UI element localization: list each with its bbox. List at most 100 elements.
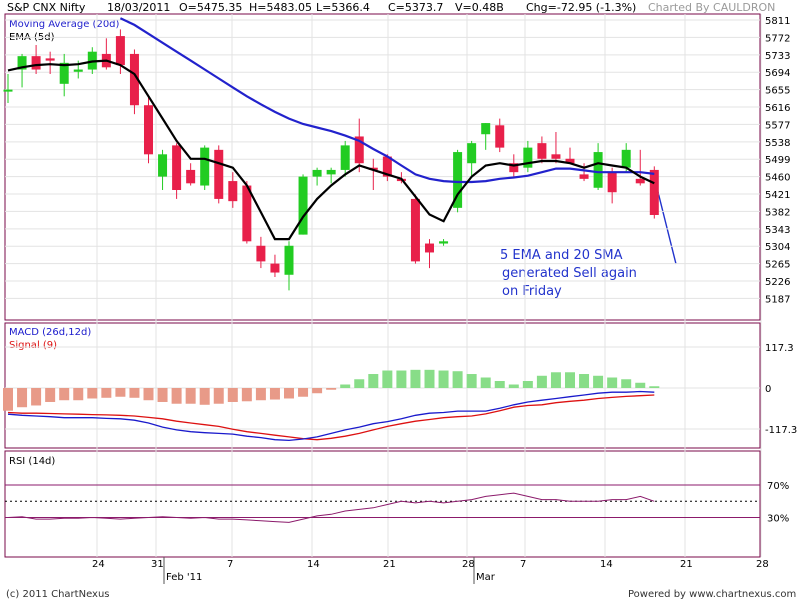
macd-histogram-bar	[340, 384, 351, 388]
candle-down	[607, 172, 617, 193]
candle-down	[214, 149, 224, 199]
macd-histogram-bar	[522, 381, 533, 388]
macd-tick-label: 0	[765, 384, 771, 395]
grid-layer	[5, 14, 762, 557]
candle-down	[565, 158, 575, 164]
macd-histogram-bar	[199, 388, 210, 405]
macd-histogram-bar	[649, 386, 660, 388]
macd-histogram-bar	[213, 388, 224, 404]
candle-down	[115, 36, 125, 66]
candle-down	[410, 198, 420, 262]
macd-histogram-bar	[255, 388, 266, 401]
macd-histogram-bar	[466, 374, 477, 388]
price-tick-label: 5772	[765, 33, 790, 44]
x-tick-label: 21	[383, 559, 396, 570]
macd-tick-label: 117.3	[765, 343, 794, 354]
candle-down	[45, 58, 55, 61]
macd-histogram-bar	[171, 388, 182, 404]
macd-histogram-bar	[185, 388, 196, 404]
macd-histogram-bar	[227, 388, 238, 402]
macd-histogram-bar	[508, 384, 519, 388]
macd-histogram-bar	[550, 372, 561, 388]
macd-line	[7, 390, 655, 442]
candle-up	[593, 152, 603, 188]
macd-tick-label: -117.3	[765, 425, 797, 436]
x-tick-label: 28	[462, 559, 475, 570]
rsi-line	[7, 492, 655, 523]
macd-layer	[3, 369, 660, 442]
price-tick-label: 5694	[765, 68, 790, 79]
macd-histogram-bar	[593, 375, 604, 388]
macd-histogram-bar	[298, 388, 309, 397]
candle-up	[453, 152, 463, 208]
x-tick-label: 28	[756, 559, 769, 570]
header-charted-by: Charted By CAULDRON	[648, 1, 775, 14]
price-tick-label: 5733	[765, 51, 790, 62]
price-tick-label: 5304	[765, 242, 790, 253]
price-tick-label: 5226	[765, 277, 790, 288]
candle-up	[326, 169, 336, 175]
x-tick-label: 21	[680, 559, 693, 570]
annotation-line-1: 5 EMA and 20 SMA	[500, 248, 623, 263]
candle-up	[3, 89, 13, 92]
candle-up	[158, 154, 168, 177]
x-tick-label: 14	[600, 559, 613, 570]
candle-up	[621, 149, 631, 168]
signal-line	[7, 394, 655, 441]
candle-down	[495, 125, 505, 148]
price-panel-frame	[4, 13, 761, 321]
candle-down	[172, 145, 182, 190]
macd-histogram-bar	[438, 370, 449, 388]
macd-histogram-bar	[3, 388, 13, 411]
macd-histogram-bar	[17, 388, 28, 408]
legend-sma: Moving Average (20d)	[9, 19, 120, 30]
axis-label-layer: 5811 5772 5733 5694 5655 5616 5577 5538 5499 5460…	[92, 16, 797, 584]
footer-copyright: (c) 2011 ChartNexus	[6, 589, 110, 600]
macd-histogram-bar	[101, 388, 112, 398]
x-tick-label: 14	[307, 559, 320, 570]
candle-down	[354, 136, 364, 164]
macd-histogram-bar	[452, 371, 463, 388]
rsi-tick-label: 70%	[767, 481, 789, 492]
macd-histogram-bar	[157, 388, 168, 402]
header-open: O=5475.35	[179, 1, 242, 14]
x-tick-label: 7	[227, 559, 233, 570]
candle-down	[537, 143, 547, 159]
price-tick-label: 5538	[765, 138, 790, 149]
price-layer	[3, 17, 659, 291]
header-close: C=5373.7	[388, 1, 443, 14]
macd-histogram-bar	[143, 388, 154, 401]
rsi-panel-frame	[4, 450, 761, 558]
rsi-tick-label: 30%	[767, 514, 789, 525]
candle-up	[284, 245, 294, 275]
macd-histogram-bar	[480, 377, 491, 388]
macd-histogram-bar	[129, 388, 140, 398]
candle-up	[481, 123, 491, 135]
macd-histogram-bar	[31, 388, 42, 406]
macd-histogram-bar	[494, 381, 505, 388]
macd-histogram-bar	[241, 388, 252, 402]
rsi-layer	[5, 484, 760, 523]
macd-histogram-bar	[396, 370, 407, 388]
header-volume: V=0.48B	[455, 1, 504, 14]
candle-up	[523, 147, 533, 168]
x-tick-label: 24	[92, 559, 105, 570]
macd-histogram-bar	[73, 388, 84, 401]
price-tick-label: 5187	[765, 294, 790, 305]
candle-down	[228, 181, 238, 202]
macd-histogram-bar	[410, 369, 421, 388]
price-tick-label: 5460	[765, 173, 790, 184]
header-change: Chg=-72.95 (-1.3%)	[526, 1, 636, 14]
candle-down	[551, 154, 561, 159]
macd-histogram-bar	[269, 388, 280, 400]
price-tick-label: 5655	[765, 86, 790, 97]
macd-histogram-bar	[45, 388, 56, 402]
macd-histogram-bar	[635, 382, 646, 388]
candle-down	[649, 169, 659, 215]
price-tick-label: 5577	[765, 120, 790, 131]
macd-histogram-bar	[579, 374, 590, 388]
candle-up	[439, 241, 449, 244]
candle-up	[312, 169, 322, 177]
